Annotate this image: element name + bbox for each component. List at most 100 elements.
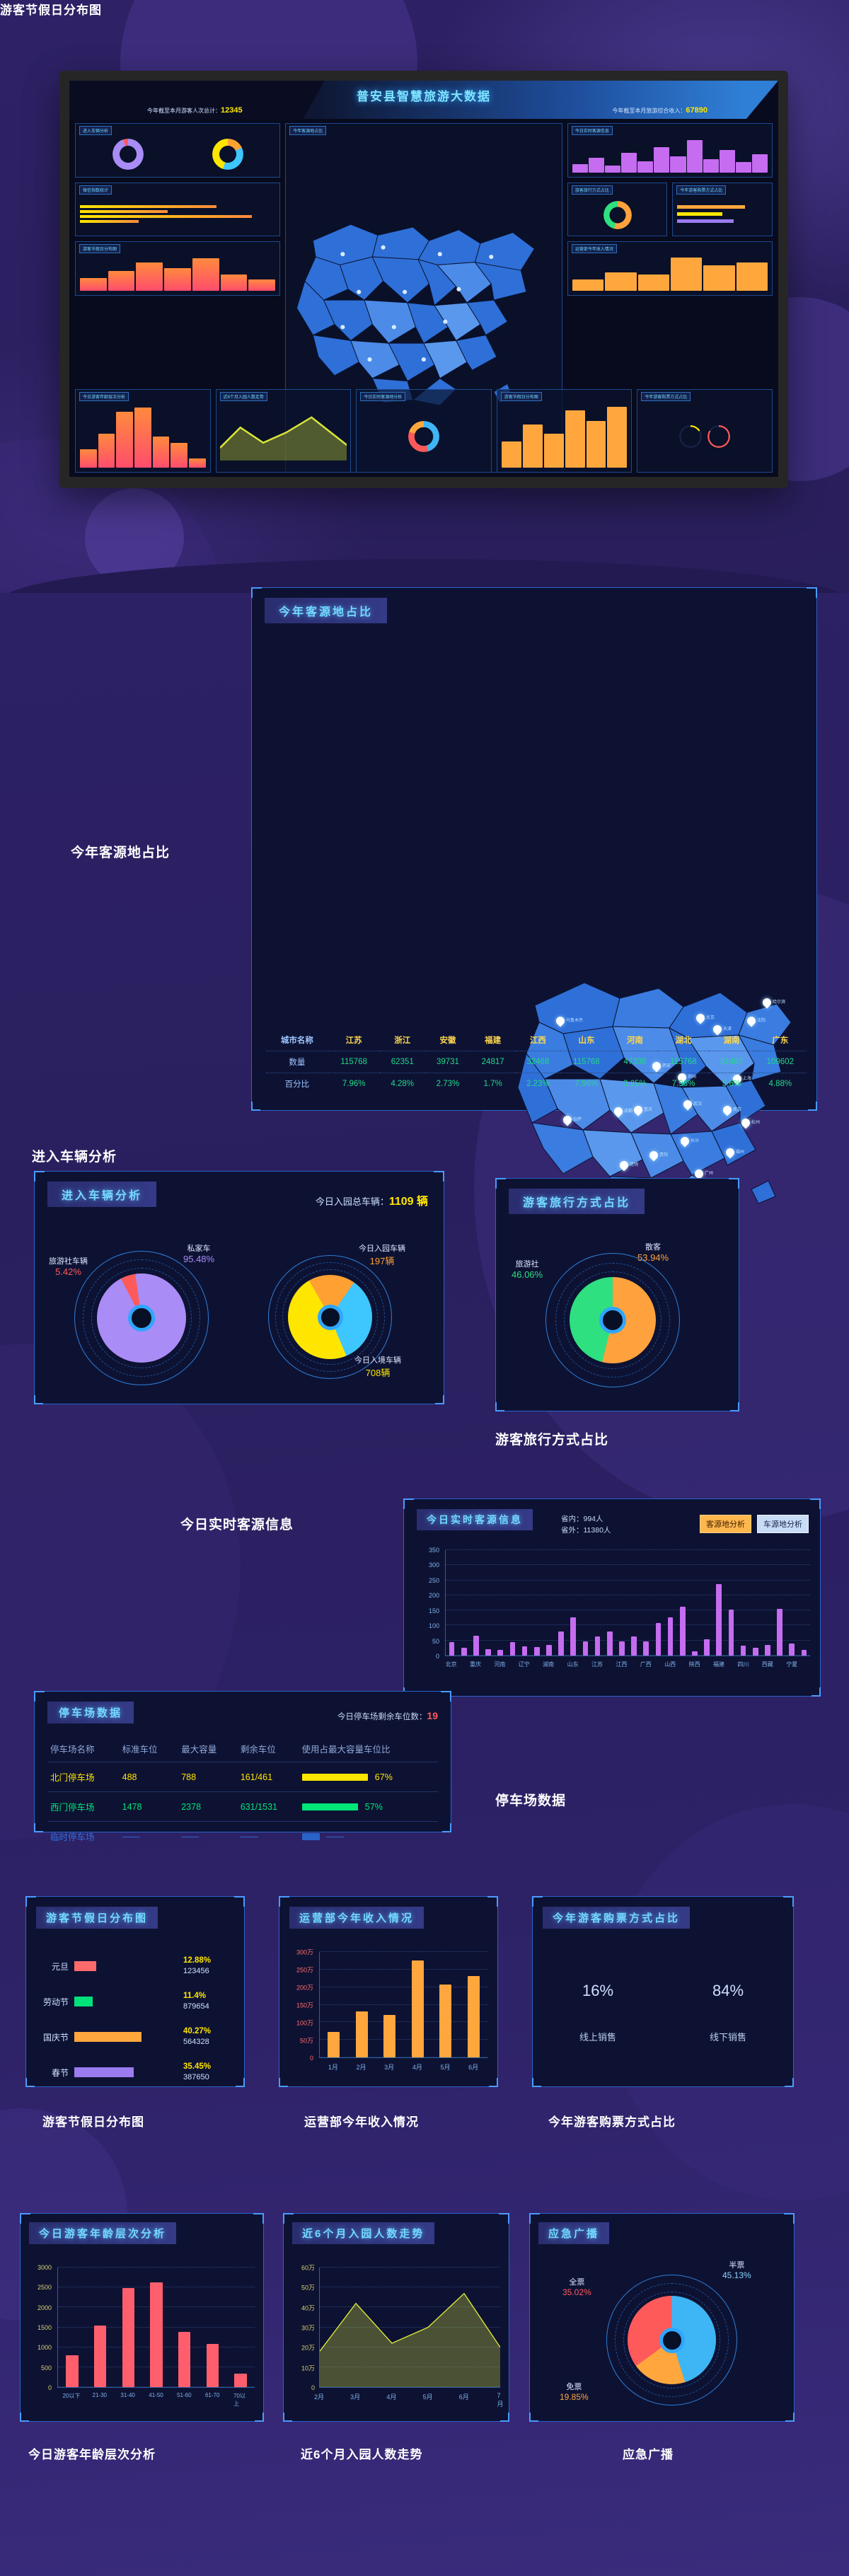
bar[interactable]: [765, 1644, 770, 1656]
age-bar-chart[interactable]: [57, 2267, 255, 2388]
mini-panel-revenue[interactable]: 运营部今年收入情况: [567, 241, 773, 296]
vehicle-panel-title: 进入车辆分析: [47, 1182, 157, 1207]
table-cell-percent: 4.28%: [391, 1080, 415, 1088]
bar[interactable]: [631, 1636, 637, 1656]
bar[interactable]: [740, 1645, 746, 1656]
map-pin[interactable]: 拉萨: [561, 1114, 582, 1127]
parking-row[interactable]: 西门停车场 1478 2378 631/1531 57%: [47, 1791, 438, 1822]
map-pin[interactable]: 北京: [694, 1012, 715, 1025]
map-pin[interactable]: 乌鲁木齐: [554, 1015, 583, 1028]
bar[interactable]: [509, 1641, 516, 1656]
map-pin[interactable]: 武汉: [681, 1098, 702, 1111]
mini-panel-age[interactable]: 今日游客年龄层次分析: [75, 389, 211, 473]
bar[interactable]: [582, 1641, 589, 1656]
trend-area-chart[interactable]: [319, 2267, 500, 2388]
bar[interactable]: [716, 1583, 722, 1656]
bar[interactable]: [655, 1623, 662, 1656]
mini-panel-realtime[interactable]: 今日实时客源信息: [567, 123, 773, 178]
mini-panel-holiday[interactable]: 游客节假日分布图: [75, 241, 281, 296]
china-map[interactable]: 北京 天津 上海 重庆 广州 成都 西安 武汉 南京 杭州 长沙 昆明 贵阳 郑…: [514, 949, 797, 1225]
realtime-bar-chart[interactable]: [445, 1549, 810, 1656]
bar[interactable]: [777, 1609, 782, 1656]
holiday-row[interactable]: 国庆节 40.27% 564328: [36, 2023, 236, 2051]
bar[interactable]: [449, 1642, 455, 1656]
map-pin[interactable]: 南京: [721, 1104, 741, 1117]
bar[interactable]: [328, 2032, 340, 2057]
bar[interactable]: [692, 1651, 698, 1656]
x-tick: 4月: [412, 2064, 422, 2071]
bar[interactable]: [679, 1606, 686, 1656]
bar[interactable]: [461, 1647, 467, 1656]
mini-panel-vehicle[interactable]: 进入车辆分析: [75, 123, 281, 178]
gauge-online[interactable]: 16% 线上销售: [561, 1955, 635, 2043]
map-pin[interactable]: 郑州: [676, 1071, 696, 1085]
map-pin[interactable]: 杭州: [739, 1116, 760, 1130]
mini-panel-ticket[interactable]: 今年游客购票方式占比: [637, 389, 773, 473]
bar[interactable]: [619, 1641, 625, 1656]
map-pin[interactable]: 福州: [724, 1146, 744, 1160]
bar[interactable]: [704, 1639, 710, 1656]
holiday-row[interactable]: 劳动节 11.4% 879654: [36, 1987, 236, 2016]
bar[interactable]: [558, 1631, 564, 1656]
bar[interactable]: [206, 2343, 219, 2387]
map-pin[interactable]: 成都: [612, 1105, 633, 1119]
bar[interactable]: [355, 2011, 368, 2057]
mini-panel-trend[interactable]: 近6个月入园人数走势: [215, 389, 352, 473]
bar[interactable]: [178, 2331, 191, 2387]
parking-row[interactable]: 临时停车场 —— —— —— ——: [47, 1821, 438, 1851]
y-tick: 0: [435, 1653, 439, 1660]
bar[interactable]: [728, 1609, 734, 1656]
bar[interactable]: [667, 1617, 674, 1656]
tab-source-analysis[interactable]: 客源地分析: [700, 1515, 751, 1533]
map-section-caption: 今年客源地占比: [71, 845, 171, 860]
bar[interactable]: [467, 1976, 480, 2057]
bar[interactable]: [606, 1631, 613, 1656]
bar[interactable]: [570, 1617, 577, 1656]
bar[interactable]: [93, 2326, 107, 2387]
bar[interactable]: [383, 2015, 396, 2057]
map-pin[interactable]: 重庆: [632, 1104, 652, 1117]
map-pin[interactable]: 上海: [731, 1073, 751, 1086]
parking-row[interactable]: 北门停车场 488 788 161/461 67%: [47, 1762, 438, 1792]
map-pin[interactable]: 沈阳: [745, 1015, 766, 1028]
mini-panel-travel-mode[interactable]: 旅客旅行方式占比: [567, 182, 668, 236]
gauge-offline[interactable]: 84% 线下销售: [691, 1955, 765, 2043]
mini-panel-source-analysis[interactable]: 今日实时客源地分析: [356, 389, 492, 473]
bar[interactable]: [752, 1647, 758, 1656]
bar[interactable]: [594, 1636, 601, 1656]
mini-panel-wechat-index[interactable]: 微信指数统计: [75, 182, 281, 236]
bar[interactable]: [66, 2355, 79, 2387]
bar[interactable]: [150, 2282, 163, 2387]
bar[interactable]: [789, 1644, 795, 1656]
bar[interactable]: [122, 2288, 135, 2387]
bar[interactable]: [546, 1644, 552, 1656]
holiday-row[interactable]: 元旦 12.88% 123456: [36, 1952, 236, 1980]
holiday-row[interactable]: 春节 35.45% 387650: [36, 2058, 236, 2086]
revenue-bar-chart[interactable]: [319, 1951, 487, 2058]
bar[interactable]: [473, 1635, 479, 1656]
bar[interactable]: [234, 2374, 247, 2387]
vehicle-entry-donut[interactable]: [268, 1255, 392, 1379]
mini-panel-parking[interactable]: 今年游客购票方式占比: [672, 182, 773, 236]
broadcast-donut[interactable]: [606, 2275, 737, 2405]
bar[interactable]: [521, 1646, 528, 1656]
vehicle-private-donut[interactable]: [74, 1251, 209, 1385]
y-tick: 0: [47, 2384, 52, 2391]
bar[interactable]: [801, 1650, 807, 1656]
bar[interactable]: [439, 1984, 452, 2057]
map-pin[interactable]: 哈尔滨: [761, 996, 785, 1010]
mini-panel-holiday-2[interactable]: 游客节假日分布图: [496, 389, 633, 473]
bar[interactable]: [497, 1649, 504, 1656]
bar[interactable]: [643, 1641, 649, 1656]
bar[interactable]: [485, 1648, 491, 1656]
travel-mode-donut[interactable]: [545, 1253, 680, 1387]
map-pin[interactable]: 昆明: [618, 1159, 638, 1172]
map-pin[interactable]: 广州: [693, 1167, 713, 1181]
map-pin[interactable]: 长沙: [678, 1135, 699, 1148]
x-tick: 河南: [494, 1661, 506, 1668]
map-pin[interactable]: 贵阳: [647, 1149, 668, 1162]
bar[interactable]: [411, 1960, 424, 2057]
tab-vehicle-source-analysis[interactable]: 车源地分析: [757, 1515, 809, 1533]
parking-cell-std: 1478: [119, 1791, 179, 1822]
bar[interactable]: [533, 1647, 540, 1656]
